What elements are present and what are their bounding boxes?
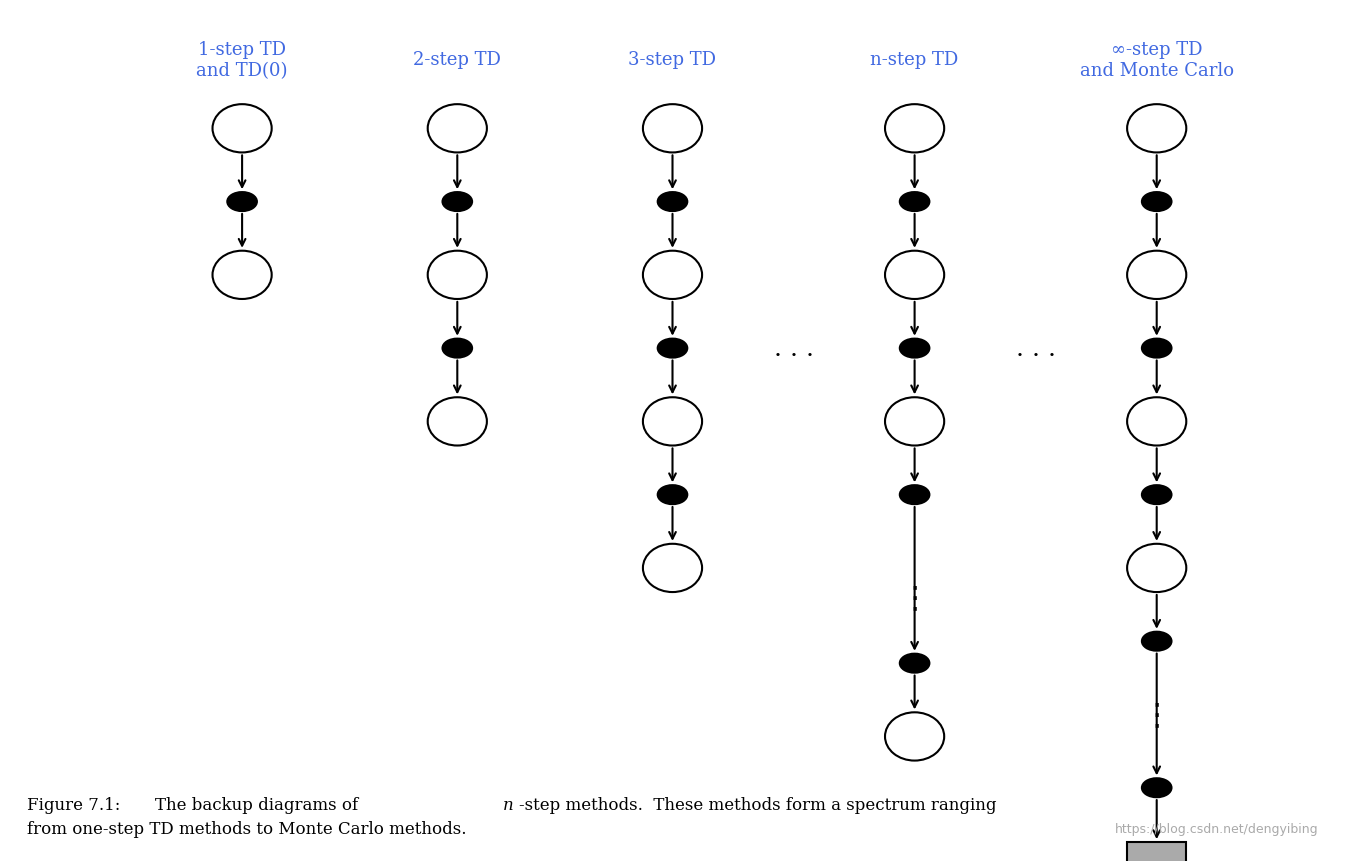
Ellipse shape [900,654,929,673]
Ellipse shape [1142,632,1171,651]
Text: Figure 7.1:: Figure 7.1: [27,796,120,814]
Text: 3-step TD: 3-step TD [628,52,717,69]
Ellipse shape [1127,398,1186,446]
Ellipse shape [885,398,944,446]
Ellipse shape [643,544,702,592]
Ellipse shape [428,105,487,153]
Ellipse shape [1142,193,1171,212]
Text: https://blog.csdn.net/dengyibing: https://blog.csdn.net/dengyibing [1115,821,1318,835]
Ellipse shape [900,193,929,212]
Text: ⋮: ⋮ [1142,700,1171,729]
Text: 1-step TD
and TD(0): 1-step TD and TD(0) [196,40,288,80]
Ellipse shape [658,339,687,358]
Ellipse shape [1142,778,1171,797]
Ellipse shape [885,251,944,300]
Ellipse shape [643,251,702,300]
Ellipse shape [900,339,929,358]
Ellipse shape [658,486,687,505]
Ellipse shape [1142,339,1171,358]
Text: n: n [503,796,514,814]
Text: 2-step TD: 2-step TD [413,52,502,69]
Text: -step methods.  These methods form a spectrum ranging: -step methods. These methods form a spec… [519,796,997,814]
Ellipse shape [643,105,702,153]
Ellipse shape [213,105,272,153]
Ellipse shape [227,193,257,212]
Ellipse shape [643,398,702,446]
Ellipse shape [1127,544,1186,592]
Ellipse shape [428,398,487,446]
Ellipse shape [443,193,472,212]
FancyBboxPatch shape [1127,842,1186,861]
Ellipse shape [443,339,472,358]
Text: ∞-step TD
and Monte Carlo: ∞-step TD and Monte Carlo [1080,40,1233,80]
Text: n-step TD: n-step TD [870,52,959,69]
Ellipse shape [428,251,487,300]
Ellipse shape [1127,251,1186,300]
Ellipse shape [213,251,272,300]
Ellipse shape [658,193,687,212]
Text: The backup diagrams of: The backup diagrams of [155,796,363,814]
Text: . . .: . . . [773,338,814,360]
Text: from one-step TD methods to Monte Carlo methods.: from one-step TD methods to Monte Carlo … [27,820,467,837]
Ellipse shape [900,486,929,505]
Ellipse shape [1127,105,1186,153]
Text: . . .: . . . [1015,338,1056,360]
Text: ⋮: ⋮ [900,583,929,612]
Ellipse shape [1142,486,1171,505]
Ellipse shape [885,713,944,761]
Ellipse shape [885,105,944,153]
